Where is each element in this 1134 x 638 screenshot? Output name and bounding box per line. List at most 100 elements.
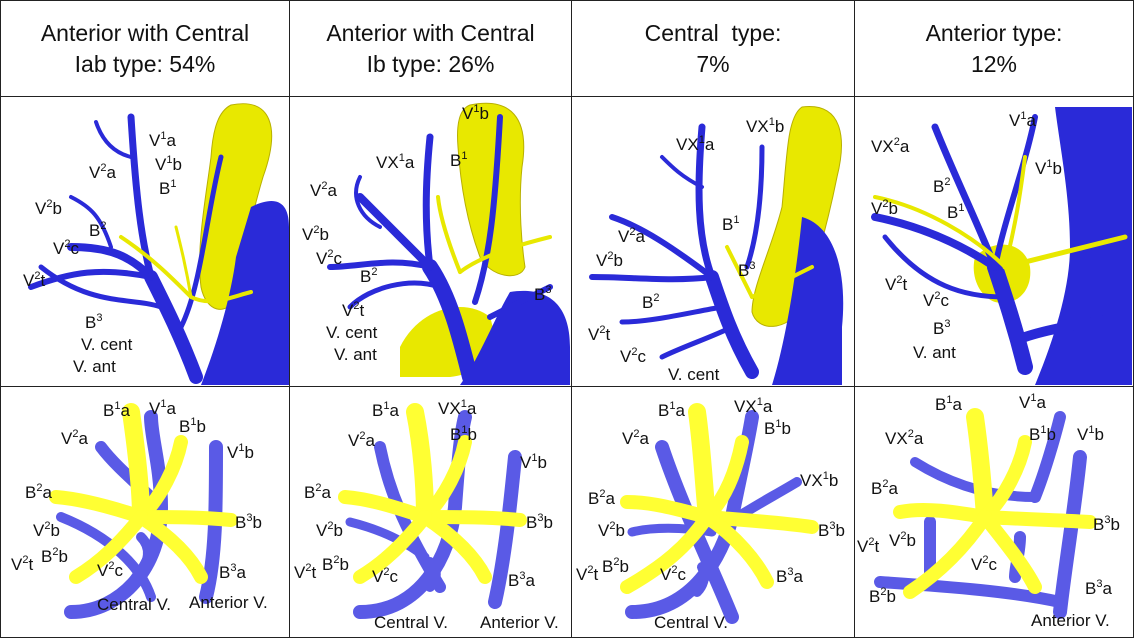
photo-label: V2b (871, 198, 898, 218)
photo-label: V2t (588, 324, 610, 344)
photo-label: B1 (722, 214, 739, 234)
photo-render-3: VX1a VX1b V2a B1 V2b B3 B2 V2t V2c V. ce… (588, 106, 844, 385)
bronchus-tubes (49, 403, 238, 584)
diagram-label: V2c (372, 566, 398, 586)
diagram-label: V2t (11, 554, 33, 574)
photo-label: V2c (53, 238, 79, 258)
diagram-label: B3b (818, 520, 845, 540)
diagram-label: B1b (1029, 424, 1056, 444)
header-col-1: Anterior with Central Iab type: 54% (0, 0, 290, 97)
photo-label: V1a (1009, 110, 1036, 130)
diagram-label: B2a (871, 478, 898, 498)
diagram-label: B2a (304, 482, 331, 502)
diagram-label: V1a (149, 398, 176, 418)
diagram-label: B3b (526, 512, 553, 532)
photo-label: V2a (618, 226, 645, 246)
photo-cell-4: V1a VX2a V1b B2 V2b B1 V2t V2c B3 V. ant (855, 97, 1134, 387)
diagram-label: B3a (776, 566, 803, 586)
photo-label: VX1b (746, 116, 784, 136)
diagram-cell-4: B1a V1a VX2a B1b V1b B2a V2t V2b V2c B3b… (855, 387, 1134, 638)
diagram-label: VX1a (438, 398, 477, 418)
photo-label: B2 (89, 220, 106, 240)
photo-label: V1b (155, 154, 182, 174)
diagram-cell-1: B1a V1a B1b V2a V1b B2a B3b V2b V2t B2b … (0, 387, 290, 638)
diagram-label: B1b (179, 416, 206, 436)
diagram-label: B3a (508, 570, 535, 590)
photo-render-4: V1a VX2a V1b B2 V2b B1 V2t V2c B3 V. ant (871, 107, 1132, 385)
diagram-label: B1b (764, 418, 791, 438)
bronchus-branches (725, 245, 814, 299)
bronchus-shape (457, 102, 526, 277)
photo-label: V2t (342, 300, 364, 320)
photo-label: V. cent (81, 335, 133, 354)
photo-label: V2c (316, 248, 342, 268)
diagram-cell-3: B1a VX1a V2a B1b VX1b B2a B3b V2b V2t B2… (572, 387, 855, 638)
photo-render-2: V1b VX1a B1 V2a V2b V2c B2 B3 V2t V. cen… (302, 102, 570, 385)
diagram-label: V1a (1019, 392, 1046, 412)
schematic-diagram-2: B1a VX1a V2a B1b V1b B2a B3b V2b V2t B2b… (294, 398, 559, 632)
photo-label: B2 (360, 266, 377, 286)
diagram-label: V2t (576, 564, 598, 584)
photo-label: B1 (159, 178, 176, 198)
diagram-label: V2c (971, 554, 997, 574)
photo-label: B3 (738, 260, 755, 280)
vein-shape (772, 217, 844, 385)
bronchus-branches (119, 225, 253, 304)
photo-cell-1: V1a V2a V1b B1 V2b B2 V2c V2t B3 V. cent… (0, 97, 290, 387)
photo-label: V2b (302, 224, 329, 244)
header-line-2: Ib type: 26% (366, 50, 495, 77)
diagram-label: V2c (660, 564, 686, 584)
diagram-label: B2b (322, 554, 349, 574)
schematic-diagram-1: B1a V1a B1b V2a V1b B2a B3b V2b V2t B2b … (11, 398, 268, 619)
diagram-label: Central V. (374, 613, 448, 632)
vein-branches (589, 123, 765, 379)
photo-label: V2t (23, 270, 45, 290)
photo-label: B3 (85, 312, 102, 332)
diagram-label: V2t (294, 562, 316, 582)
diagram-label: V2c (97, 560, 123, 580)
diagram-label: Central V. (654, 613, 728, 632)
photo-label: V1a (149, 130, 176, 150)
photo-label: VX2a (871, 136, 910, 156)
diagram-label: B3b (1093, 514, 1120, 534)
diagram-label: V2b (598, 520, 625, 540)
diagram-label: B1a (935, 394, 962, 414)
diagram-cell-2: B1a VX1a V2a B1b V1b B2a B3b V2b V2t B2b… (290, 387, 572, 638)
header-col-3: Central type: 7% (572, 0, 855, 97)
photo-label: B2 (933, 176, 950, 196)
header-col-2: Anterior with Central Ib type: 26% (290, 0, 572, 97)
photo-label: V2c (620, 346, 646, 366)
photo-label: V. cent (326, 323, 378, 342)
vein-branches (28, 113, 224, 384)
diagram-label: Anterior V. (189, 593, 268, 612)
photo-render-1: V1a V2a V1b B1 V2b B2 V2c V2t B3 V. cent… (23, 103, 289, 385)
photo-label: V. ant (334, 345, 377, 364)
diagram-label: V1b (227, 442, 254, 462)
header-line-2: 7% (696, 50, 730, 77)
photo-label: V. cent (668, 365, 720, 384)
bronchus-tubes (338, 403, 527, 584)
diagram-label: V2a (61, 428, 88, 448)
diagram-label: Central V. (97, 595, 171, 614)
photo-label: V2c (923, 290, 949, 310)
schematic-diagram-3: B1a VX1a V2a B1b VX1b B2a B3b V2b V2t B2… (576, 396, 845, 632)
diagram-label: V1b (1077, 424, 1104, 444)
diagram-label: Anterior V. (1031, 611, 1110, 630)
schematic-diagram-4: B1a V1a VX2a B1b V1b B2a V2t V2b V2c B3b… (857, 392, 1120, 630)
header-line-1: Anterior with Central (326, 19, 535, 46)
diagram-label: V2a (348, 430, 375, 450)
diagram-label: B2b (869, 586, 896, 606)
vein-branches (327, 114, 553, 385)
photo-cell-3: VX1a VX1b V2a B1 V2b B3 B2 V2t V2c V. ce… (572, 97, 855, 387)
photo-label: VX1a (676, 134, 715, 154)
diagram-label: B2a (25, 482, 52, 502)
diagram-label: V2b (889, 530, 916, 550)
diagram-label: B1a (658, 400, 685, 420)
diagram-label: V1b (520, 452, 547, 472)
diagram-label: VX1a (734, 396, 773, 416)
diagram-label: B1a (372, 400, 399, 420)
header-line-1: Anterior with Central (40, 19, 250, 46)
diagram-label: V2b (33, 520, 60, 540)
diagram-label: B3a (1085, 578, 1112, 598)
